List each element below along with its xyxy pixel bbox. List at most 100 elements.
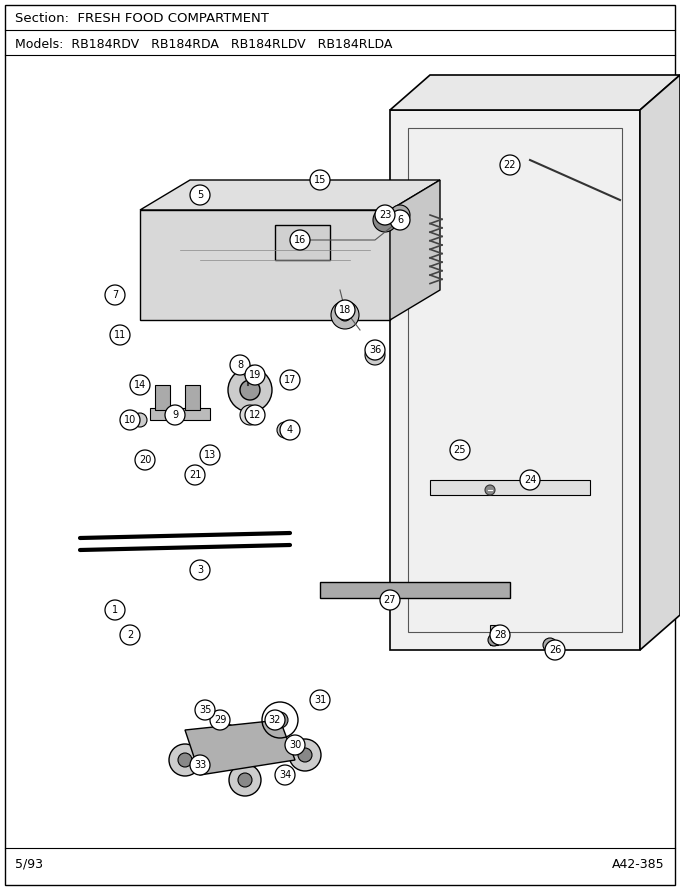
Circle shape	[218, 733, 232, 747]
Circle shape	[375, 205, 395, 225]
Text: 23: 23	[379, 210, 391, 220]
Text: 34: 34	[279, 770, 291, 780]
Circle shape	[240, 405, 260, 425]
Circle shape	[229, 764, 261, 796]
Text: 20: 20	[139, 455, 151, 465]
Circle shape	[169, 744, 201, 776]
Circle shape	[520, 470, 540, 490]
Circle shape	[178, 753, 192, 767]
Bar	[320, 582, 510, 598]
Bar	[390, 110, 640, 650]
Text: 21: 21	[189, 470, 201, 480]
Circle shape	[245, 365, 265, 385]
Bar	[408, 128, 622, 632]
Text: 3: 3	[197, 565, 203, 575]
Circle shape	[210, 710, 230, 730]
Text: 33: 33	[194, 760, 206, 770]
Text: 32: 32	[269, 715, 282, 725]
Text: 26: 26	[549, 645, 561, 655]
Circle shape	[298, 748, 312, 762]
Circle shape	[280, 370, 300, 390]
Text: 27: 27	[384, 595, 396, 605]
Text: 17: 17	[284, 375, 296, 385]
Circle shape	[365, 345, 385, 365]
Text: 4: 4	[287, 425, 293, 435]
Circle shape	[331, 301, 359, 329]
Text: 29: 29	[214, 715, 226, 725]
Text: 18: 18	[339, 305, 351, 315]
Circle shape	[310, 170, 330, 190]
Text: 5: 5	[197, 190, 203, 200]
Bar	[155, 385, 170, 410]
Circle shape	[390, 210, 410, 230]
Circle shape	[373, 208, 397, 232]
Circle shape	[277, 422, 293, 438]
Circle shape	[120, 410, 140, 430]
Text: A42-385: A42-385	[613, 857, 665, 870]
Circle shape	[500, 155, 520, 175]
Circle shape	[245, 405, 265, 425]
Polygon shape	[390, 180, 440, 320]
Bar	[490, 625, 498, 645]
Circle shape	[240, 380, 260, 400]
Text: 9: 9	[172, 410, 178, 420]
Text: 36: 36	[369, 345, 381, 355]
Text: 5/93: 5/93	[15, 857, 43, 870]
Text: 19: 19	[249, 370, 261, 380]
Circle shape	[185, 465, 205, 485]
Circle shape	[380, 590, 400, 610]
Circle shape	[543, 638, 557, 652]
Circle shape	[275, 765, 295, 785]
Circle shape	[545, 640, 565, 660]
Text: 6: 6	[397, 215, 403, 225]
Polygon shape	[185, 720, 295, 775]
Circle shape	[209, 724, 241, 756]
Circle shape	[135, 450, 155, 470]
Circle shape	[195, 700, 215, 720]
Circle shape	[289, 739, 321, 771]
Circle shape	[390, 205, 410, 225]
Text: 1: 1	[112, 605, 118, 615]
Circle shape	[335, 300, 355, 320]
Bar	[150, 408, 210, 420]
Circle shape	[238, 773, 252, 787]
Text: 10: 10	[124, 415, 136, 425]
Text: 16: 16	[294, 235, 306, 245]
Circle shape	[280, 420, 300, 440]
Text: 30: 30	[289, 740, 301, 750]
Circle shape	[228, 368, 272, 412]
Circle shape	[190, 560, 210, 580]
Circle shape	[285, 735, 305, 755]
Circle shape	[167, 407, 183, 423]
Circle shape	[339, 309, 351, 321]
Text: 22: 22	[504, 160, 516, 170]
Text: 8: 8	[237, 360, 243, 370]
Text: 12: 12	[249, 410, 261, 420]
Circle shape	[230, 355, 250, 375]
Circle shape	[488, 634, 500, 646]
Circle shape	[272, 712, 288, 728]
Circle shape	[450, 440, 470, 460]
Circle shape	[165, 405, 185, 425]
Circle shape	[200, 445, 220, 465]
Text: 7: 7	[112, 290, 118, 300]
Polygon shape	[640, 75, 680, 650]
Text: 13: 13	[204, 450, 216, 460]
Text: 24: 24	[524, 475, 537, 485]
Text: 25: 25	[454, 445, 466, 455]
Text: 15: 15	[313, 175, 326, 185]
Circle shape	[365, 340, 385, 360]
Circle shape	[485, 485, 495, 495]
Circle shape	[105, 600, 125, 620]
Bar	[430, 480, 590, 495]
Circle shape	[190, 185, 210, 205]
Circle shape	[130, 375, 150, 395]
Bar	[275, 225, 330, 260]
Circle shape	[133, 413, 147, 427]
Bar	[185, 385, 200, 410]
Bar	[140, 210, 390, 320]
Circle shape	[110, 325, 130, 345]
Text: Models:  RB184RDV   RB184RDA   RB184RLDV   RB184RLDA: Models: RB184RDV RB184RDA RB184RLDV RB18…	[15, 37, 392, 51]
Circle shape	[105, 285, 125, 305]
Text: 28: 28	[494, 630, 506, 640]
